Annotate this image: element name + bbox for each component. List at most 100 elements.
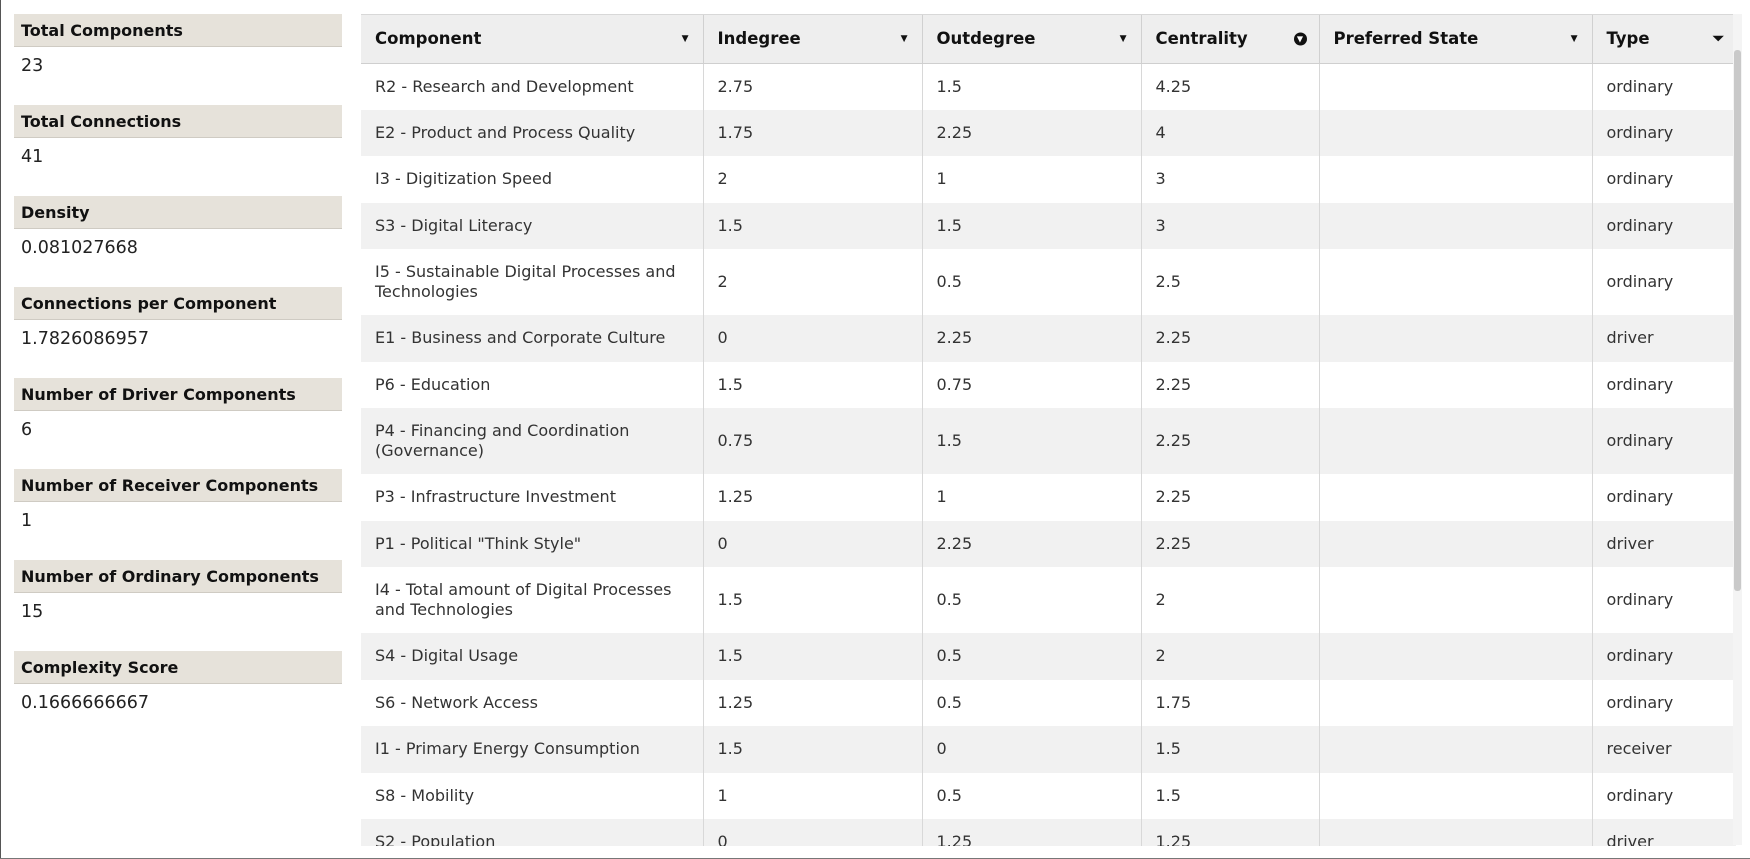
column-header-type[interactable]: Type ⏷ [1592,15,1736,64]
stat-block: Connections per Component 1.7826086957 [14,287,342,378]
column-header-centrality[interactable]: Centrality ▼ [1141,15,1320,64]
stat-block: Number of Driver Components 6 [14,378,342,469]
column-header-label: Component [375,29,482,49]
table-row[interactable]: P4 - Financing and Coordination (Governa… [361,408,1736,474]
column-header-preferred-state[interactable]: Preferred State ▼ [1319,15,1593,64]
cell-type: ordinary [1592,202,1736,249]
cell-centrality: 2.5 [1141,249,1320,315]
stat-label: Complexity Score [14,651,342,684]
cell-type: ordinary [1592,109,1736,156]
cell-indegree: 1.75 [703,109,923,156]
cell-centrality: 4 [1141,109,1320,156]
cell-outdegree: 2.25 [922,520,1142,567]
cell-component: S6 - Network Access [361,679,704,726]
cell-centrality: 2.25 [1141,474,1320,521]
cell-centrality: 4.25 [1141,63,1320,110]
table-row[interactable]: S4 - Digital Usage 1.5 0.5 2 ordinary [361,633,1736,680]
table-row[interactable]: S2 - Population 0 1.25 1.25 driver [361,819,1736,846]
cell-preferred-state [1319,633,1593,680]
caret-down-icon[interactable]: ▼ [900,33,908,44]
cell-component: P3 - Infrastructure Investment [361,474,704,521]
sort-descending-circle-icon[interactable]: ▼ [1293,32,1307,46]
cell-preferred-state [1319,202,1593,249]
cell-centrality: 2.25 [1141,408,1320,474]
filter-icon[interactable]: ⏷ [1712,30,1724,47]
cell-preferred-state [1319,726,1593,773]
table-row[interactable]: R2 - Research and Development 2.75 1.5 4.25… [361,63,1736,110]
cell-type: ordinary [1592,249,1736,315]
column-header-label: Centrality [1155,29,1248,49]
cell-component: I1 - Primary Energy Consumption [361,726,704,773]
cell-outdegree: 1.5 [922,408,1142,474]
cell-preferred-state [1319,474,1593,521]
cell-preferred-state [1319,408,1593,474]
stat-value: 0.1666666667 [21,693,150,713]
stat-block: Complexity Score 0.1666666667 [14,651,342,742]
cell-component: I4 - Total amount of Digital Processes a… [361,567,704,633]
cell-indegree: 1.25 [703,679,923,726]
cell-centrality: 1.75 [1141,679,1320,726]
column-header-indegree[interactable]: Indegree ▼ [703,15,923,64]
cell-indegree: 1.5 [703,633,923,680]
column-header-outdegree[interactable]: Outdegree ▼ [922,15,1142,64]
cell-type: ordinary [1592,633,1736,680]
table-row[interactable]: P6 - Education 1.5 0.75 2.25 ordinary [361,361,1736,408]
table-row[interactable]: I5 - Sustainable Digital Processes and T… [361,249,1736,315]
caret-down-icon[interactable]: ▼ [1119,33,1127,44]
stat-value: 1 [21,511,33,531]
cell-centrality: 1.5 [1141,726,1320,773]
cell-type: ordinary [1592,156,1736,203]
stat-block: Density 0.081027668 [14,196,342,287]
column-header-label: Type [1606,29,1650,49]
table-row[interactable]: P1 - Political "Think Style" 0 2.25 2.25 dri… [361,520,1736,567]
cell-centrality: 2.25 [1141,520,1320,567]
cell-indegree: 0 [703,520,923,567]
table-row[interactable]: P3 - Infrastructure Investment 1.25 1 2.25 o… [361,474,1736,521]
cell-component: P1 - Political "Think Style" [361,520,704,567]
cell-type: ordinary [1592,63,1736,110]
cell-component: E1 - Business and Corporate Culture [361,315,704,362]
column-header-component[interactable]: Component ▼ [361,15,704,64]
cell-indegree: 2.75 [703,63,923,110]
cell-type: ordinary [1592,408,1736,474]
table-row[interactable]: E2 - Product and Process Quality 1.75 2.25… [361,109,1736,156]
cell-preferred-state [1319,156,1593,203]
cell-centrality: 2.25 [1141,315,1320,362]
table-row[interactable]: I4 - Total amount of Digital Processes a… [361,567,1736,633]
cell-indegree: 0 [703,315,923,362]
cell-outdegree: 1.5 [922,202,1142,249]
cell-component: S8 - Mobility [361,772,704,819]
stat-label: Number of Ordinary Components [14,560,342,593]
components-table-container: Component ▼ Indegree ▼ Outdegree ▼ Centrality ▼… [361,14,1736,846]
table-row[interactable]: I1 - Primary Energy Consumption 1.5 0 1.5 re… [361,726,1736,773]
cell-preferred-state [1319,819,1593,846]
column-header-label: Outdegree [936,29,1036,49]
stat-value: 23 [21,56,44,76]
cell-centrality: 2.25 [1141,361,1320,408]
scrollbar-thumb[interactable] [1734,50,1741,591]
caret-down-icon[interactable]: ▼ [681,33,689,44]
cell-centrality: 1.25 [1141,819,1320,846]
cell-outdegree: 0.5 [922,633,1142,680]
table-row[interactable]: S3 - Digital Literacy 1.5 1.5 3 ordinary [361,202,1736,249]
cell-indegree: 1.25 [703,474,923,521]
table-scrollbar[interactable] [1733,14,1742,845]
table-row[interactable]: S6 - Network Access 1.25 0.5 1.75 ordinary [361,679,1736,726]
caret-down-icon[interactable]: ▼ [1570,33,1578,44]
cell-type: receiver [1592,726,1736,773]
cell-outdegree: 0.5 [922,567,1142,633]
stat-value: 1.7826086957 [21,329,150,349]
cell-preferred-state [1319,679,1593,726]
cell-indegree: 0 [703,819,923,846]
cell-outdegree: 2.25 [922,109,1142,156]
table-row[interactable]: S8 - Mobility 1 0.5 1.5 ordinary [361,772,1736,819]
cell-preferred-state [1319,109,1593,156]
cell-preferred-state [1319,361,1593,408]
cell-indegree: 1.5 [703,361,923,408]
stat-value: 0.081027668 [21,238,138,258]
table-row[interactable]: I3 - Digitization Speed 2 1 3 ordinary [361,156,1736,203]
cell-outdegree: 1 [922,474,1142,521]
stat-block: Number of Ordinary Components 15 [14,560,342,651]
table-row[interactable]: E1 - Business and Corporate Culture 0 2.25… [361,315,1736,362]
cell-preferred-state [1319,772,1593,819]
